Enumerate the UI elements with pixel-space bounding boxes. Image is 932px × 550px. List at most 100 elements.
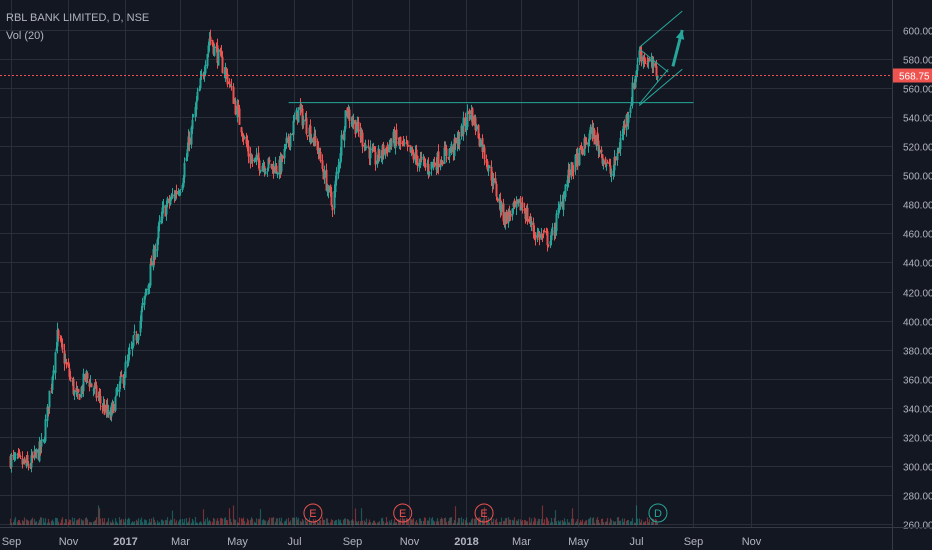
candle-body [508, 212, 511, 216]
volume-bar [224, 517, 227, 525]
volume-bar [257, 519, 260, 525]
volume-bar [587, 519, 590, 525]
candle-body [588, 133, 591, 141]
candle-body [454, 138, 457, 144]
candle-body [186, 149, 189, 157]
candle-body [170, 195, 173, 199]
candle-body [266, 168, 269, 170]
candle-body [468, 110, 471, 114]
time-tick-label: Sep [343, 536, 363, 548]
volume-legend[interactable]: Vol (20) [6, 30, 44, 42]
candle-body [492, 177, 495, 185]
arrow-head-icon [675, 30, 685, 40]
candle-body [515, 200, 518, 208]
candle-body [584, 137, 587, 144]
candle-body [325, 169, 328, 191]
candle-body [54, 352, 57, 374]
candle-body [350, 122, 353, 124]
volume-bar [60, 519, 63, 525]
volume-bar [342, 519, 345, 525]
volume-bar [323, 519, 326, 525]
candle-body [213, 45, 216, 56]
volume-bar [208, 519, 211, 525]
volume-bar [9, 518, 12, 525]
candle-body [280, 154, 283, 172]
volume-bar [63, 522, 66, 525]
candle-body [367, 145, 370, 148]
candle-body [597, 140, 600, 152]
candle-body [149, 263, 152, 286]
volume-bar [488, 522, 491, 525]
candle-body [82, 373, 85, 392]
candle-body [622, 126, 625, 136]
volume-bar [458, 517, 461, 525]
candle-body [614, 156, 617, 161]
volume-bar [199, 521, 202, 525]
candle-body [618, 147, 621, 153]
volume-bar [601, 518, 604, 525]
volume-bar [585, 520, 588, 525]
candle-body [284, 143, 287, 149]
volume-bar [34, 522, 37, 525]
volume-bar [202, 509, 205, 525]
candle-body [502, 203, 505, 222]
dividend-marker-icon[interactable]: D [648, 503, 668, 523]
candle-body [221, 56, 224, 73]
volume-bar [505, 518, 508, 525]
candle-body [399, 136, 402, 144]
volume-bar [361, 520, 364, 525]
candle-body [150, 261, 153, 266]
volume-bar [64, 518, 67, 525]
trend-drawings[interactable] [288, 10, 694, 106]
volume-bar [321, 517, 324, 525]
volume-bar [216, 518, 219, 525]
earnings-marker-icon[interactable]: E [474, 503, 494, 523]
volume-bar [351, 519, 354, 525]
volume-bar [225, 520, 228, 525]
volume-bar [409, 519, 412, 525]
volume-bar [583, 522, 586, 525]
volume-bar [416, 522, 419, 525]
candle-body [51, 376, 54, 390]
earnings-marker-icon[interactable]: E [393, 503, 413, 523]
volume-bar [220, 517, 223, 525]
volume-bar [639, 522, 642, 525]
candle-body [166, 198, 169, 204]
volume-bar [160, 519, 163, 525]
candle-body [209, 36, 212, 41]
candle-body [271, 164, 274, 167]
earnings-marker-icon[interactable]: E [303, 503, 323, 523]
candle-body [171, 194, 174, 196]
price-tick-label: 440.00 [903, 259, 932, 270]
candle-body [314, 136, 317, 142]
volume-bar [59, 522, 62, 525]
volume-bar [652, 518, 655, 525]
volume-bar [75, 520, 78, 525]
volume-bar [302, 520, 305, 525]
candle-body [378, 149, 381, 158]
candle-body [47, 406, 50, 410]
volume-bar [643, 522, 646, 525]
candle-body [206, 54, 209, 66]
candle-body [631, 82, 634, 105]
candle-body [433, 162, 436, 166]
volume-bar [274, 522, 277, 525]
volume-bar [254, 522, 257, 525]
candle-body [388, 143, 391, 153]
volume-bar [626, 519, 629, 525]
candle-body [141, 302, 144, 308]
candle-body [564, 184, 567, 198]
candle-body [275, 165, 278, 172]
candle-body [343, 129, 346, 141]
symbol-legend[interactable]: RBL BANK LIMITED, D, NSE [6, 12, 150, 24]
volume-bar [327, 522, 330, 525]
candle-body [302, 120, 305, 125]
volume-bar [456, 522, 459, 525]
volume-bar [338, 520, 341, 525]
candle-body [541, 234, 544, 236]
volume-bar [166, 517, 169, 525]
last-price-badge [893, 68, 932, 83]
volume-bar [504, 518, 507, 525]
